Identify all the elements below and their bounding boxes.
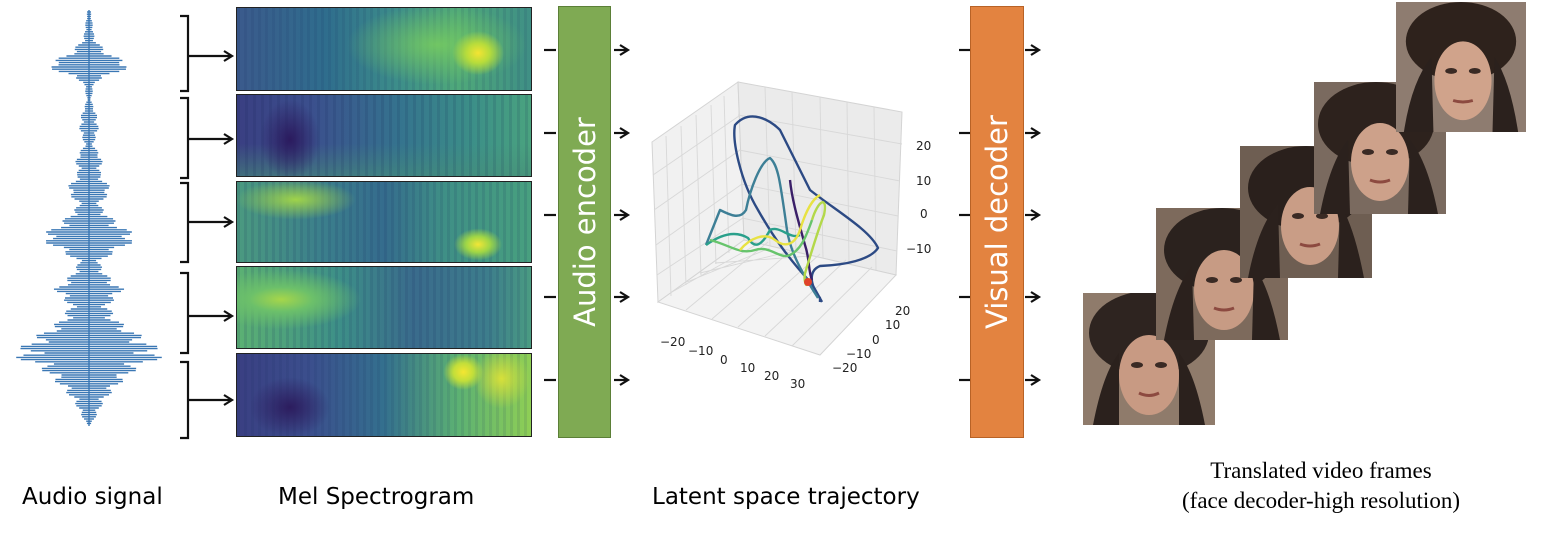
frames-caption-line1: Translated video frames (1210, 458, 1432, 483)
y-tick-label: 20 (895, 304, 910, 318)
spectrogram-panel (236, 7, 532, 91)
y-tick-label: −10 (846, 347, 871, 361)
z-axis-ticks: 20 10 0 −10 (906, 139, 931, 256)
decoder-arrows (959, 44, 1042, 386)
segment-braces (180, 14, 235, 440)
z-tick-label: 10 (916, 174, 931, 188)
z-tick-label: 20 (916, 139, 931, 153)
z-tick-label: −10 (906, 242, 931, 256)
frames-caption: Translated video frames (face decoder-hi… (1148, 456, 1494, 516)
video-frame (1314, 82, 1446, 214)
spectrogram-panel (236, 181, 532, 263)
y-axis-ticks: 20 10 0 −10 −20 (832, 304, 910, 375)
visual-decoder-label: Visual decoder (980, 115, 1014, 329)
x-tick-label: 20 (764, 369, 779, 383)
frames-caption-line2: (face decoder-high resolution) (1182, 488, 1460, 513)
visual-decoder-block: Visual decoder (970, 6, 1024, 438)
y-tick-label: −20 (832, 361, 857, 375)
mel-spectrogram-caption: Mel Spectrogram (278, 484, 475, 510)
x-axis-ticks: −20 −10 0 10 20 30 (660, 335, 805, 390)
x-tick-label: 0 (720, 353, 728, 367)
video-frame (1396, 2, 1526, 132)
z-tick-label: 0 (920, 207, 928, 221)
audio-encoder-block: Audio encoder (558, 6, 611, 438)
spectrogram-panel (236, 94, 532, 177)
grid-lines (652, 86, 903, 347)
trajectory-start-marker (804, 278, 812, 286)
y-tick-label: 0 (872, 333, 880, 347)
spectrogram-panel (236, 353, 532, 437)
x-tick-label: 10 (740, 361, 755, 375)
x-tick-label: −10 (688, 344, 713, 358)
audio-encoder-label: Audio encoder (567, 117, 602, 327)
spectrogram-panel (236, 266, 532, 349)
x-tick-label: −20 (660, 335, 685, 349)
x-tick-label: 30 (790, 377, 805, 390)
latent-3d-plot: 20 10 0 −10 −20 −10 0 10 20 30 20 10 0 −… (651, 81, 931, 390)
encoder-input-arrows (544, 44, 631, 386)
y-tick-label: 10 (885, 318, 900, 332)
latent-trajectory-caption: Latent space trajectory (652, 484, 920, 510)
audio-signal-caption: Audio signal (22, 484, 163, 510)
audio-waveform (16, 10, 162, 426)
